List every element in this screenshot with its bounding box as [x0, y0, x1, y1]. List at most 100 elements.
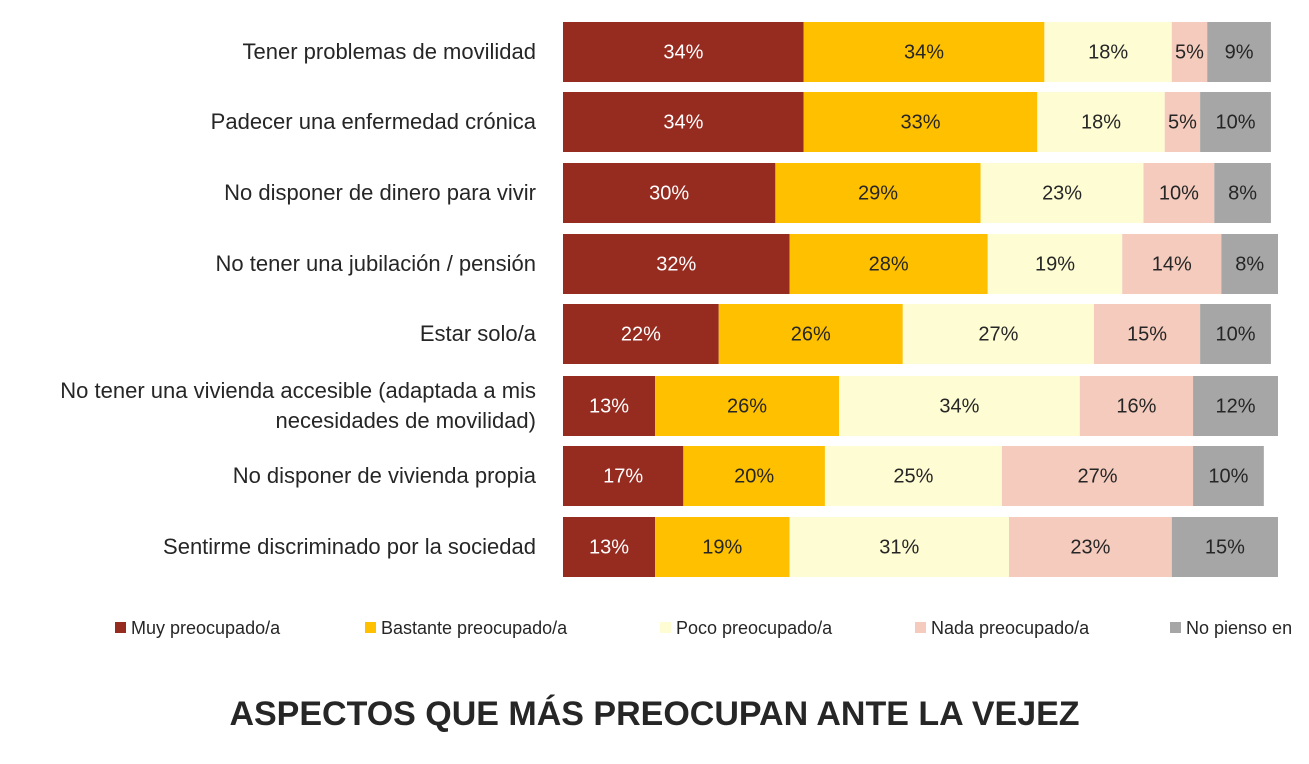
value-label: 22%	[621, 323, 661, 345]
bar-segment	[1093, 304, 1201, 364]
bar-segment	[655, 376, 840, 436]
value-label: 8%	[1235, 253, 1264, 275]
value-label: 31%	[879, 536, 919, 558]
bar-segment	[1193, 376, 1278, 436]
bar-segment	[789, 234, 988, 294]
value-label: 30%	[649, 182, 689, 204]
bar-segment	[563, 163, 776, 223]
bar-segment	[655, 517, 790, 577]
bar-segment	[789, 517, 1009, 577]
value-label: 5%	[1175, 41, 1204, 63]
legend-label: No pienso en	[1186, 618, 1292, 638]
value-label: 34%	[904, 41, 944, 63]
value-label: 14%	[1152, 253, 1192, 275]
value-label: 27%	[978, 323, 1018, 345]
legend-swatch	[365, 622, 376, 633]
value-label: 19%	[702, 536, 742, 558]
bar-segment	[1037, 92, 1165, 152]
bar-segment	[1207, 22, 1271, 82]
legend-label: Bastante preocupado/a	[381, 618, 568, 638]
legend-swatch	[660, 622, 671, 633]
category-label: No disponer de vivienda propia	[232, 463, 536, 488]
value-label: 19%	[1035, 253, 1075, 275]
value-label: 15%	[1127, 323, 1167, 345]
category-label: Tener problemas de movilidad	[242, 39, 537, 64]
category-label: Padecer una enfermedad crónica	[210, 109, 536, 134]
value-label: 26%	[727, 395, 767, 417]
value-label: 32%	[656, 253, 696, 275]
value-label: 26%	[791, 323, 831, 345]
bar-segment	[1044, 22, 1172, 82]
bar-segment	[775, 163, 981, 223]
legend-swatch	[1170, 622, 1181, 633]
category-label: No disponer de dinero para vivir	[224, 180, 536, 205]
bar-segment	[718, 304, 903, 364]
category-label: No tener una jubilación / pensión	[215, 251, 536, 276]
bar-segment	[1008, 517, 1172, 577]
category-label: Sentirme discriminado por la sociedad	[163, 534, 536, 559]
bar-segment	[980, 163, 1144, 223]
value-label: 34%	[663, 111, 703, 133]
value-label: 13%	[589, 395, 629, 417]
value-label: 18%	[1081, 111, 1121, 133]
value-label: 28%	[869, 253, 909, 275]
value-label: 8%	[1228, 182, 1257, 204]
bar-segment	[987, 234, 1123, 294]
legend-label: Poco preocupado/a	[676, 618, 833, 638]
chart-title: ASPECTOS QUE MÁS PREOCUPAN ANTE LA VEJEZ	[229, 695, 1080, 733]
bar-segment	[563, 92, 804, 152]
value-label: 13%	[589, 536, 629, 558]
legend-swatch	[115, 622, 126, 633]
bar-segment	[824, 446, 1002, 506]
bar-segment	[563, 446, 684, 506]
bar-segment	[803, 22, 1045, 82]
value-label: 20%	[734, 465, 774, 487]
category-label: Estar solo/a	[419, 321, 536, 346]
value-label: 29%	[858, 182, 898, 204]
bar-segment	[1171, 517, 1278, 577]
value-label: 23%	[1070, 536, 1110, 558]
value-label: 34%	[663, 41, 703, 63]
bar-segment	[1143, 163, 1215, 223]
bar-segment	[1164, 92, 1201, 152]
value-label: 9%	[1225, 41, 1254, 63]
value-label: 27%	[1077, 465, 1117, 487]
value-label: 34%	[939, 395, 979, 417]
bar-segment	[683, 446, 825, 506]
value-label: 33%	[900, 111, 940, 133]
value-label: 25%	[893, 465, 933, 487]
bar-segment	[1001, 446, 1194, 506]
category-label: No tener una vivienda accesible (adaptad…	[60, 378, 536, 433]
bar-segment	[1079, 376, 1194, 436]
bar-segment	[563, 22, 804, 82]
value-label: 12%	[1216, 395, 1256, 417]
bar-segment	[1122, 234, 1222, 294]
bar-segment	[563, 234, 790, 294]
value-label: 10%	[1159, 182, 1199, 204]
bar-segment	[1193, 446, 1264, 506]
bar-segment	[902, 304, 1094, 364]
legend-label: Nada preocupado/a	[931, 618, 1090, 638]
bar-segment	[1221, 234, 1278, 294]
bar-segment	[1200, 304, 1271, 364]
legend-swatch	[915, 622, 926, 633]
bar-segment	[1200, 92, 1271, 152]
value-label: 23%	[1042, 182, 1082, 204]
legend-label: Muy preocupado/a	[131, 618, 281, 638]
value-label: 5%	[1168, 111, 1197, 133]
value-label: 10%	[1216, 111, 1256, 133]
value-label: 10%	[1216, 323, 1256, 345]
bar-segment	[563, 376, 656, 436]
bar-segment	[563, 304, 719, 364]
bar-segment	[563, 517, 656, 577]
value-label: 17%	[603, 465, 643, 487]
value-label: 10%	[1208, 465, 1248, 487]
bar-segment	[1214, 163, 1271, 223]
value-label: 15%	[1205, 536, 1245, 558]
bar-segment	[839, 376, 1080, 436]
value-label: 18%	[1088, 41, 1128, 63]
bar-segment	[803, 92, 1038, 152]
value-label: 16%	[1116, 395, 1156, 417]
